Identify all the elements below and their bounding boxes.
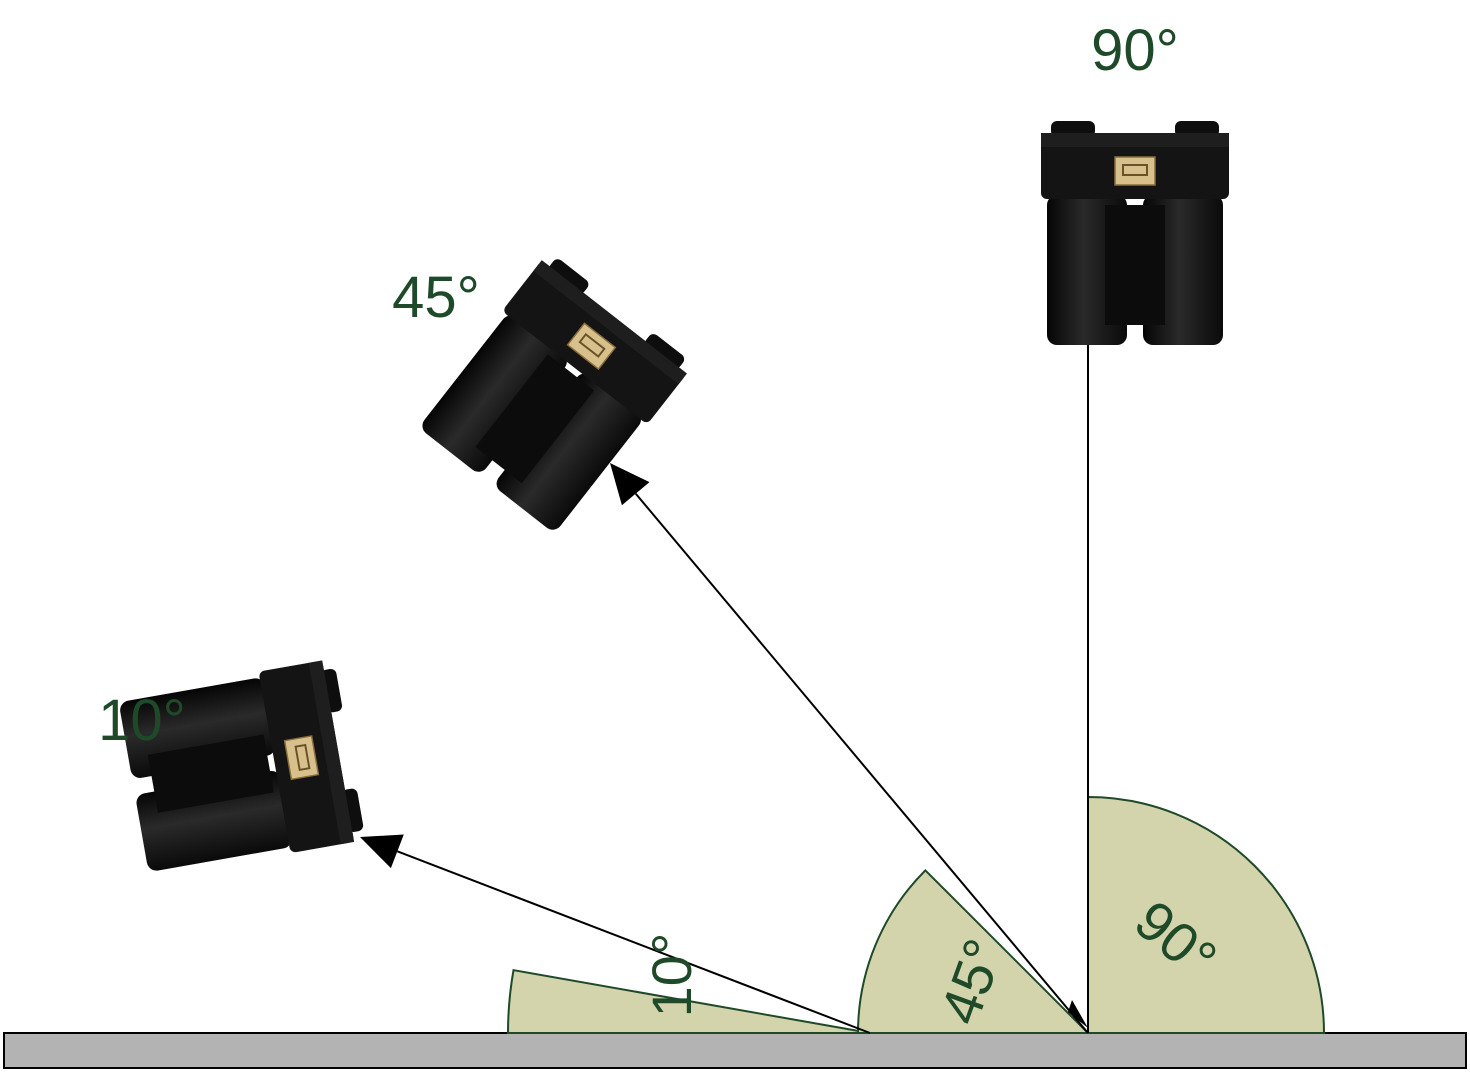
angle-sectors bbox=[506, 795, 1326, 1034]
origin-mark bbox=[1068, 1000, 1088, 1028]
arrow-shaft-10 bbox=[396, 850, 871, 1034]
sensor-label-10: 10° bbox=[98, 688, 186, 753]
angle-sector-90 bbox=[1087, 795, 1326, 1034]
angle-sector-10 bbox=[506, 968, 871, 1034]
lidar-sensor-icon-90 bbox=[1040, 120, 1230, 346]
sensor-label-45: 45° bbox=[392, 265, 480, 330]
sensor-label-90: 90° bbox=[1091, 18, 1179, 83]
arrow-shaft-45 bbox=[634, 493, 1089, 1034]
sensor-images bbox=[116, 120, 1230, 879]
angle-sector-45 bbox=[856, 868, 1091, 1034]
arrow-head-10 bbox=[360, 834, 404, 869]
ground-surface bbox=[3, 1032, 1467, 1069]
sector-label-10: 10° bbox=[640, 933, 703, 1018]
arrow-head-45 bbox=[610, 463, 650, 506]
